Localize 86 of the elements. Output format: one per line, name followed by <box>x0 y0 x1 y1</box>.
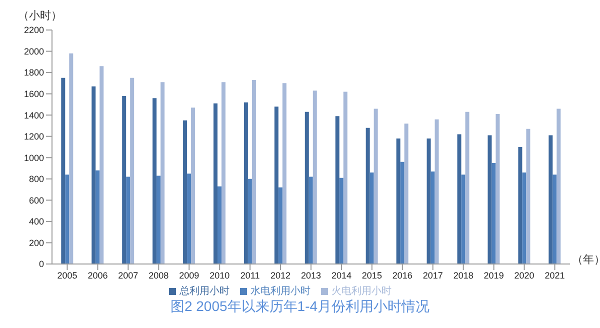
y-tick-label: 1800 <box>24 68 44 78</box>
bar <box>304 112 309 264</box>
x-tick-label: 2008 <box>148 270 169 280</box>
bar <box>522 172 526 264</box>
x-tick-label: 2005 <box>57 270 78 280</box>
x-tick-label: 2020 <box>514 270 534 280</box>
bar <box>396 138 400 264</box>
bar <box>312 90 317 264</box>
bar <box>152 98 157 264</box>
x-tick-label: 2019 <box>484 270 504 280</box>
bar <box>496 114 500 264</box>
bar <box>556 108 561 264</box>
y-tick-label: 800 <box>28 174 44 184</box>
bar <box>526 128 530 264</box>
y-tick-label: 1000 <box>24 152 44 163</box>
bar <box>217 186 222 264</box>
x-tick-label: 2021 <box>544 270 565 280</box>
y-tick-label: 1600 <box>24 89 44 100</box>
bar <box>488 135 492 264</box>
y-tick-label: 1200 <box>24 132 44 142</box>
bar <box>92 86 96 264</box>
x-tick-label: 2015 <box>362 270 382 280</box>
x-tick-label: 2016 <box>392 270 412 280</box>
x-tick-label: 2009 <box>179 270 200 280</box>
x-tick-label: 2013 <box>300 270 322 280</box>
x-tick-label: 2014 <box>331 270 352 280</box>
legend-label: 水电利用小时 <box>250 286 310 297</box>
bar <box>191 108 196 264</box>
x-tick-label: 2012 <box>270 270 291 280</box>
y-tick-label: 600 <box>28 195 44 206</box>
x-axis-title: （年） <box>572 253 600 267</box>
x-tick-label: 2007 <box>118 270 138 280</box>
bar <box>248 178 252 264</box>
y-tick-label: 2200 <box>24 25 44 36</box>
bar <box>61 78 66 264</box>
bar <box>278 187 282 264</box>
bar <box>457 134 462 264</box>
bar <box>122 96 126 264</box>
bar <box>274 106 278 264</box>
bar <box>366 128 370 264</box>
legend-label: 总利用小时 <box>180 286 230 297</box>
bar <box>183 120 188 264</box>
bar <box>96 170 100 264</box>
bar <box>434 119 439 264</box>
bar <box>244 102 248 264</box>
bar <box>160 82 165 264</box>
bar <box>126 176 130 264</box>
x-tick-label: 2011 <box>240 270 260 280</box>
text: 图2 2005年以来历年1-4月份利用小时情况 <box>169 298 431 316</box>
bar <box>518 147 522 264</box>
bar <box>282 83 286 264</box>
bar <box>156 176 161 264</box>
x-tick-label: 2010 <box>210 270 230 280</box>
bar <box>65 174 70 264</box>
bar <box>374 108 378 264</box>
y-tick-label: 1400 <box>24 110 44 120</box>
bar <box>335 116 340 264</box>
y-tick-label: 2000 <box>24 46 44 56</box>
bar <box>187 174 192 264</box>
y-tick-label: 200 <box>28 238 44 248</box>
y-tick-label: 0 <box>38 259 44 270</box>
bar <box>252 80 256 264</box>
bar <box>100 66 104 264</box>
bar <box>343 92 348 264</box>
bar <box>404 124 408 264</box>
bar <box>308 176 313 264</box>
x-tick-label: 2017 <box>422 270 443 280</box>
bar <box>370 172 374 264</box>
y-tick-label: 400 <box>28 216 44 227</box>
bar <box>213 103 218 264</box>
x-tick-label: 2006 <box>88 270 108 280</box>
bar <box>400 162 404 264</box>
bar <box>430 171 435 264</box>
bar <box>548 135 553 264</box>
bar <box>492 162 496 264</box>
bar <box>426 138 431 264</box>
legend-label: 火电利用小时 <box>332 286 392 297</box>
bar <box>461 174 466 264</box>
bar <box>69 53 74 264</box>
bar <box>130 78 134 264</box>
bar <box>552 174 557 264</box>
y-axis-title: （小时） <box>18 9 62 23</box>
x-tick-label: 2018 <box>453 270 474 280</box>
bar <box>221 82 226 264</box>
bar <box>465 112 470 264</box>
bar <box>339 178 344 264</box>
